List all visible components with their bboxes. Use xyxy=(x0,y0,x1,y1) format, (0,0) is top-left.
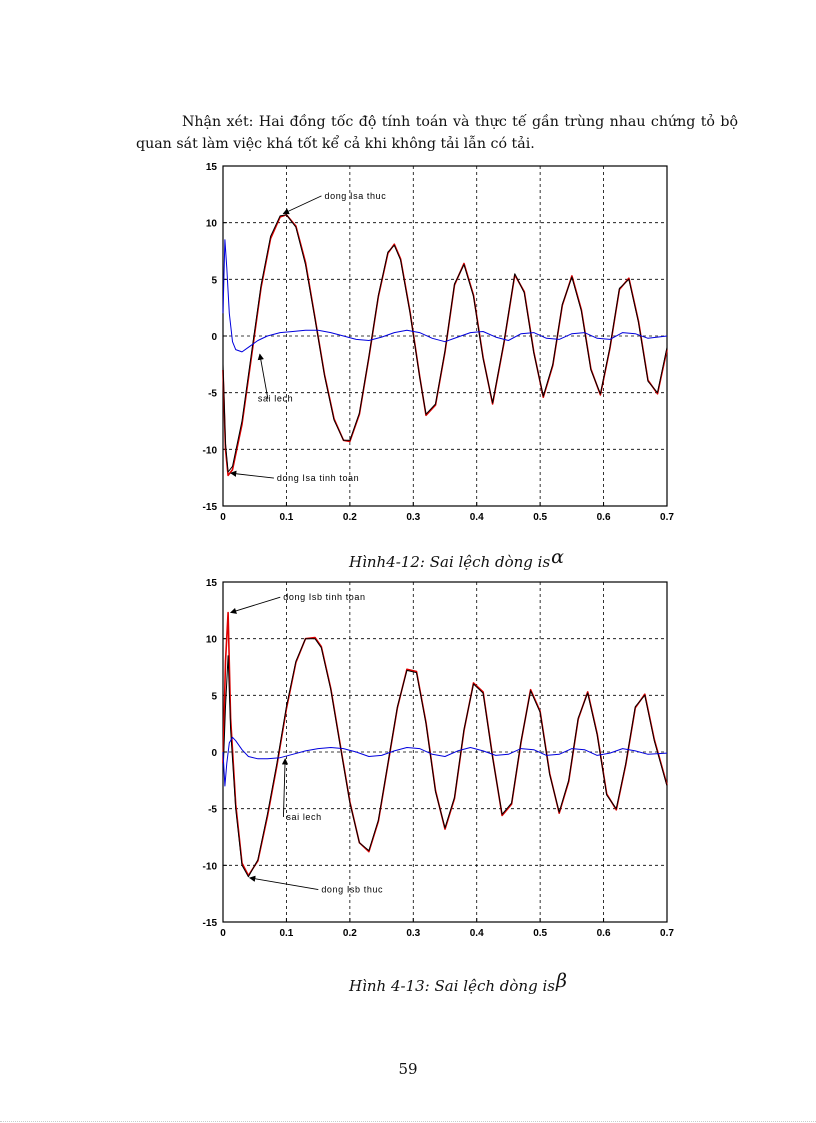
x-tick-label: 0.5 xyxy=(533,928,547,939)
y-tick-label: 15 xyxy=(206,162,218,173)
y-tick-label: 5 xyxy=(211,275,217,286)
annotation-label: sai lech xyxy=(286,812,321,822)
x-tick-label: 0.1 xyxy=(279,512,293,523)
x-tick-label: 0.3 xyxy=(406,928,420,939)
x-tick-label: 0.1 xyxy=(279,928,293,939)
annotation-label: dong Isb thuc xyxy=(321,885,383,895)
y-tick-label: 0 xyxy=(211,332,217,343)
y-tick-label: -5 xyxy=(208,389,217,400)
y-tick-label: 0 xyxy=(211,748,217,759)
caption-text: Hình 4-13: Sai lệch dòng is xyxy=(349,977,555,995)
annotation-label: dong Isa thuc xyxy=(324,191,386,201)
x-tick-label: 0.4 xyxy=(470,512,484,523)
y-tick-label: -15 xyxy=(203,918,218,929)
y-tick-label: 15 xyxy=(206,578,218,589)
annotation-label: dong Isa tinh toan xyxy=(277,473,359,483)
alpha-symbol: α xyxy=(551,546,565,568)
y-tick-label: 5 xyxy=(211,691,217,702)
annotation-arrow xyxy=(249,875,319,890)
x-tick-label: 0.2 xyxy=(343,928,357,939)
figure-caption-4-12: Hình4-12: Sai lệch dòng isα xyxy=(349,546,564,571)
annotation-label: sai lech xyxy=(258,394,293,404)
caption-text: Hình4-12: Sai lệch dòng is xyxy=(349,553,551,571)
figure-caption-4-13: Hình 4-13: Sai lệch dòng isβ xyxy=(349,970,567,995)
x-tick-label: 0.6 xyxy=(597,512,611,523)
x-tick-label: 0.4 xyxy=(470,928,484,939)
y-tick-label: -5 xyxy=(208,805,217,816)
annotation-label: dong Isb tinh toan xyxy=(283,592,365,602)
remark-paragraph: Nhận xét: Hai đồng tốc độ tính toán và t… xyxy=(136,111,738,155)
series-line-actual xyxy=(222,638,668,878)
series-line-actual xyxy=(222,214,668,473)
series-line-error xyxy=(222,736,668,787)
annotation-arrow xyxy=(229,470,274,479)
x-tick-label: 0.7 xyxy=(660,512,674,523)
series-line-estimated xyxy=(222,611,668,877)
remark-text: Nhận xét: Hai đồng tốc độ tính toán và t… xyxy=(136,114,738,153)
annotation-arrow xyxy=(282,195,322,215)
chart-isb-error: 0 0.1 0.2 0.3 0.4 0.5 0.6 0.7 15 10 5 0 -5 -10 -15 dong… xyxy=(203,578,675,939)
annotation-arrow xyxy=(230,596,281,614)
x-tick-label: 0 xyxy=(220,512,226,523)
series-line-error xyxy=(222,239,668,353)
y-tick-label: 10 xyxy=(206,219,218,230)
x-tick-label: 0.3 xyxy=(406,512,420,523)
x-tick-label: 0 xyxy=(220,928,226,939)
y-tick-label: -10 xyxy=(203,861,218,872)
beta-symbol: β xyxy=(555,970,567,992)
page-bottom-rule xyxy=(0,1121,816,1122)
x-tick-label: 0.7 xyxy=(660,928,674,939)
y-tick-label: -15 xyxy=(203,502,218,513)
x-tick-label: 0.6 xyxy=(597,928,611,939)
annotation-arrow xyxy=(257,353,269,399)
x-tick-label: 0.5 xyxy=(533,512,547,523)
x-tick-label: 0.2 xyxy=(343,512,357,523)
annotation-arrow xyxy=(281,758,289,818)
y-tick-label: 10 xyxy=(206,635,218,646)
chart-isa-error: 0 0.1 0.2 0.3 0.4 0.5 0.6 0.7 15 10 5 0 -5 -10 -15 dong… xyxy=(203,162,675,523)
series-line-estimated xyxy=(222,213,668,477)
page-number: 59 xyxy=(398,1060,418,1078)
y-tick-label: -10 xyxy=(203,445,218,456)
